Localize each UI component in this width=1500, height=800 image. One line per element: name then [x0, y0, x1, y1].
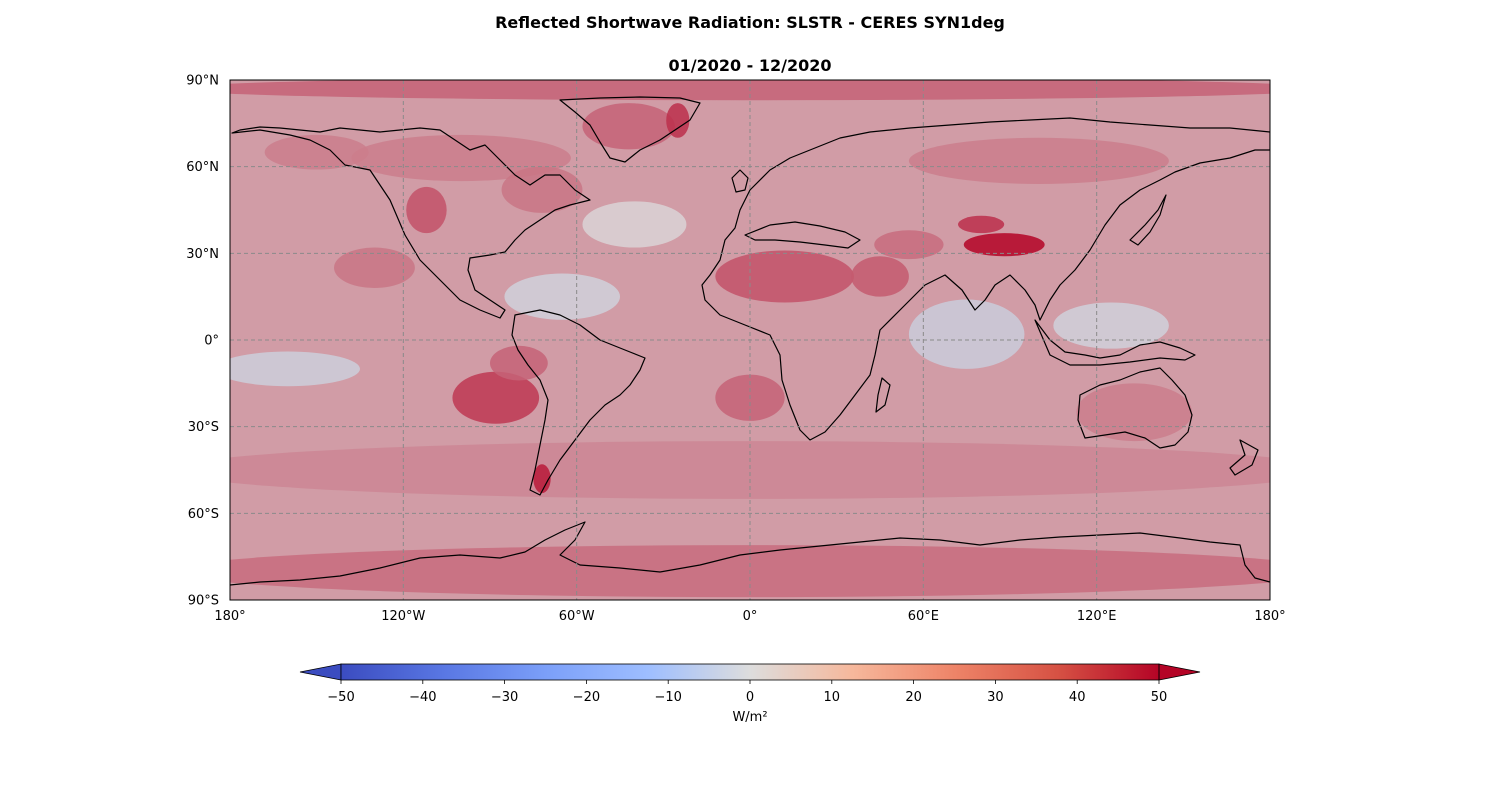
anomaly-sahara	[715, 250, 855, 303]
anomaly-middle-east	[874, 230, 944, 260]
lon-tick-label-120w: 120°W	[381, 609, 425, 624]
anomaly-patagonia	[533, 464, 551, 494]
british-isles-coastline	[731, 169, 749, 193]
anomaly-peru-stratocumulus	[452, 371, 540, 424]
anomaly-indian-ocean-low	[908, 299, 1025, 369]
colorbar: −50 −40 −30 −20 −10 0 10 20 30 40 50 W/m²	[299, 663, 1201, 725]
lon-tick-labels: 180° 120°W 60°W 0° 60°E 120°E 180°	[214, 609, 1285, 624]
southeast-asia-islands-coastline	[1034, 319, 1196, 366]
colorbar-tick-label: 10	[824, 690, 841, 705]
colorbar-tick-label: −40	[409, 690, 436, 705]
north-america-coastline	[231, 126, 591, 319]
colorbar-tick-label: −50	[327, 690, 354, 705]
anomaly-east-greenland	[666, 103, 690, 138]
gridlines	[230, 80, 1270, 600]
lon-tick-label-60e: 60°E	[908, 609, 939, 624]
anomaly-tropical-pacific-low	[230, 351, 360, 387]
anomaly-alaska	[264, 134, 369, 170]
lon-tick-label-0: 0°	[743, 609, 758, 624]
colorbar-extend-low	[299, 663, 342, 681]
colorbar-label: W/m²	[732, 710, 767, 725]
lon-tick-label-120e: 120°E	[1077, 609, 1117, 624]
anomaly-tibet	[963, 233, 1045, 257]
lat-tick-label-30s: 30°S	[188, 420, 219, 435]
new-zealand-coastline	[1229, 439, 1259, 476]
australia-coastline	[1077, 367, 1193, 449]
colorbar-tick-label: 30	[987, 690, 1004, 705]
mediterranean-coastline	[744, 221, 861, 249]
anomaly-greenland	[582, 103, 675, 150]
japan-coastline	[1129, 194, 1167, 246]
anomaly-layer	[230, 80, 1270, 598]
figure-title: Reflected Shortwave Radiation: SLSTR - C…	[495, 13, 1005, 32]
anomaly-california-stratocumulus	[334, 247, 415, 288]
anomaly-northern-canada	[351, 134, 571, 182]
lon-tick-label-60w: 60°W	[559, 609, 595, 624]
figure-subtitle: 01/2020 - 12/2020	[668, 56, 832, 75]
colorbar-extend-high	[1158, 663, 1201, 681]
anomaly-australia	[1076, 383, 1192, 442]
colorbar-tick-label: 40	[1069, 690, 1086, 705]
anomaly-north-atlantic-low	[582, 201, 687, 248]
lat-tick-label-60s: 60°S	[188, 507, 219, 522]
coastlines	[230, 96, 1270, 586]
lon-tick-label-180w: 180°	[214, 609, 245, 624]
anomaly-arabia	[851, 256, 909, 297]
anomaly-southern-ocean	[230, 441, 1270, 499]
madagascar-coastline	[875, 377, 891, 413]
south-america-coastline	[511, 309, 646, 496]
africa-eurasia-coastline	[701, 117, 1270, 441]
colorbar-tick-label: −30	[491, 690, 518, 705]
anomaly-rockies	[406, 186, 447, 234]
colorbar-gradient	[341, 664, 1159, 680]
map-frame	[229, 79, 1271, 601]
colorbar-tick-label: −10	[654, 690, 681, 705]
colorbar-tick-label: 50	[1151, 690, 1168, 705]
lat-tick-label-90n: 90°N	[186, 74, 219, 89]
colorbar-tick-label: 20	[905, 690, 922, 705]
lat-tick-label-90s: 90°S	[188, 594, 219, 609]
colorbar-ticks: −50 −40 −30 −20 −10 0 10 20 30 40 50	[327, 680, 1167, 705]
lon-tick-label-180e: 180°	[1254, 609, 1285, 624]
lat-tick-label-60n: 60°N	[186, 160, 219, 175]
anomaly-caribbean-low	[504, 273, 620, 320]
lat-tick-labels: 90°N 60°N 30°N 0° 30°S 60°S 90°S	[186, 74, 219, 609]
lat-tick-label-30n: 30°N	[186, 247, 219, 262]
antarctica-coastline	[230, 521, 1270, 586]
colorbar-tick-label: 0	[746, 690, 754, 705]
anomaly-siberia	[908, 137, 1169, 184]
greenland-coastline	[559, 96, 701, 163]
map-panel	[229, 79, 1271, 601]
anomaly-eastern-canada	[501, 166, 583, 213]
anomaly-tarim	[958, 215, 1005, 234]
lat-tick-label-0: 0°	[204, 334, 219, 349]
colorbar-tick-label: −20	[573, 690, 600, 705]
anomaly-maritime-continent-low	[1053, 302, 1169, 349]
